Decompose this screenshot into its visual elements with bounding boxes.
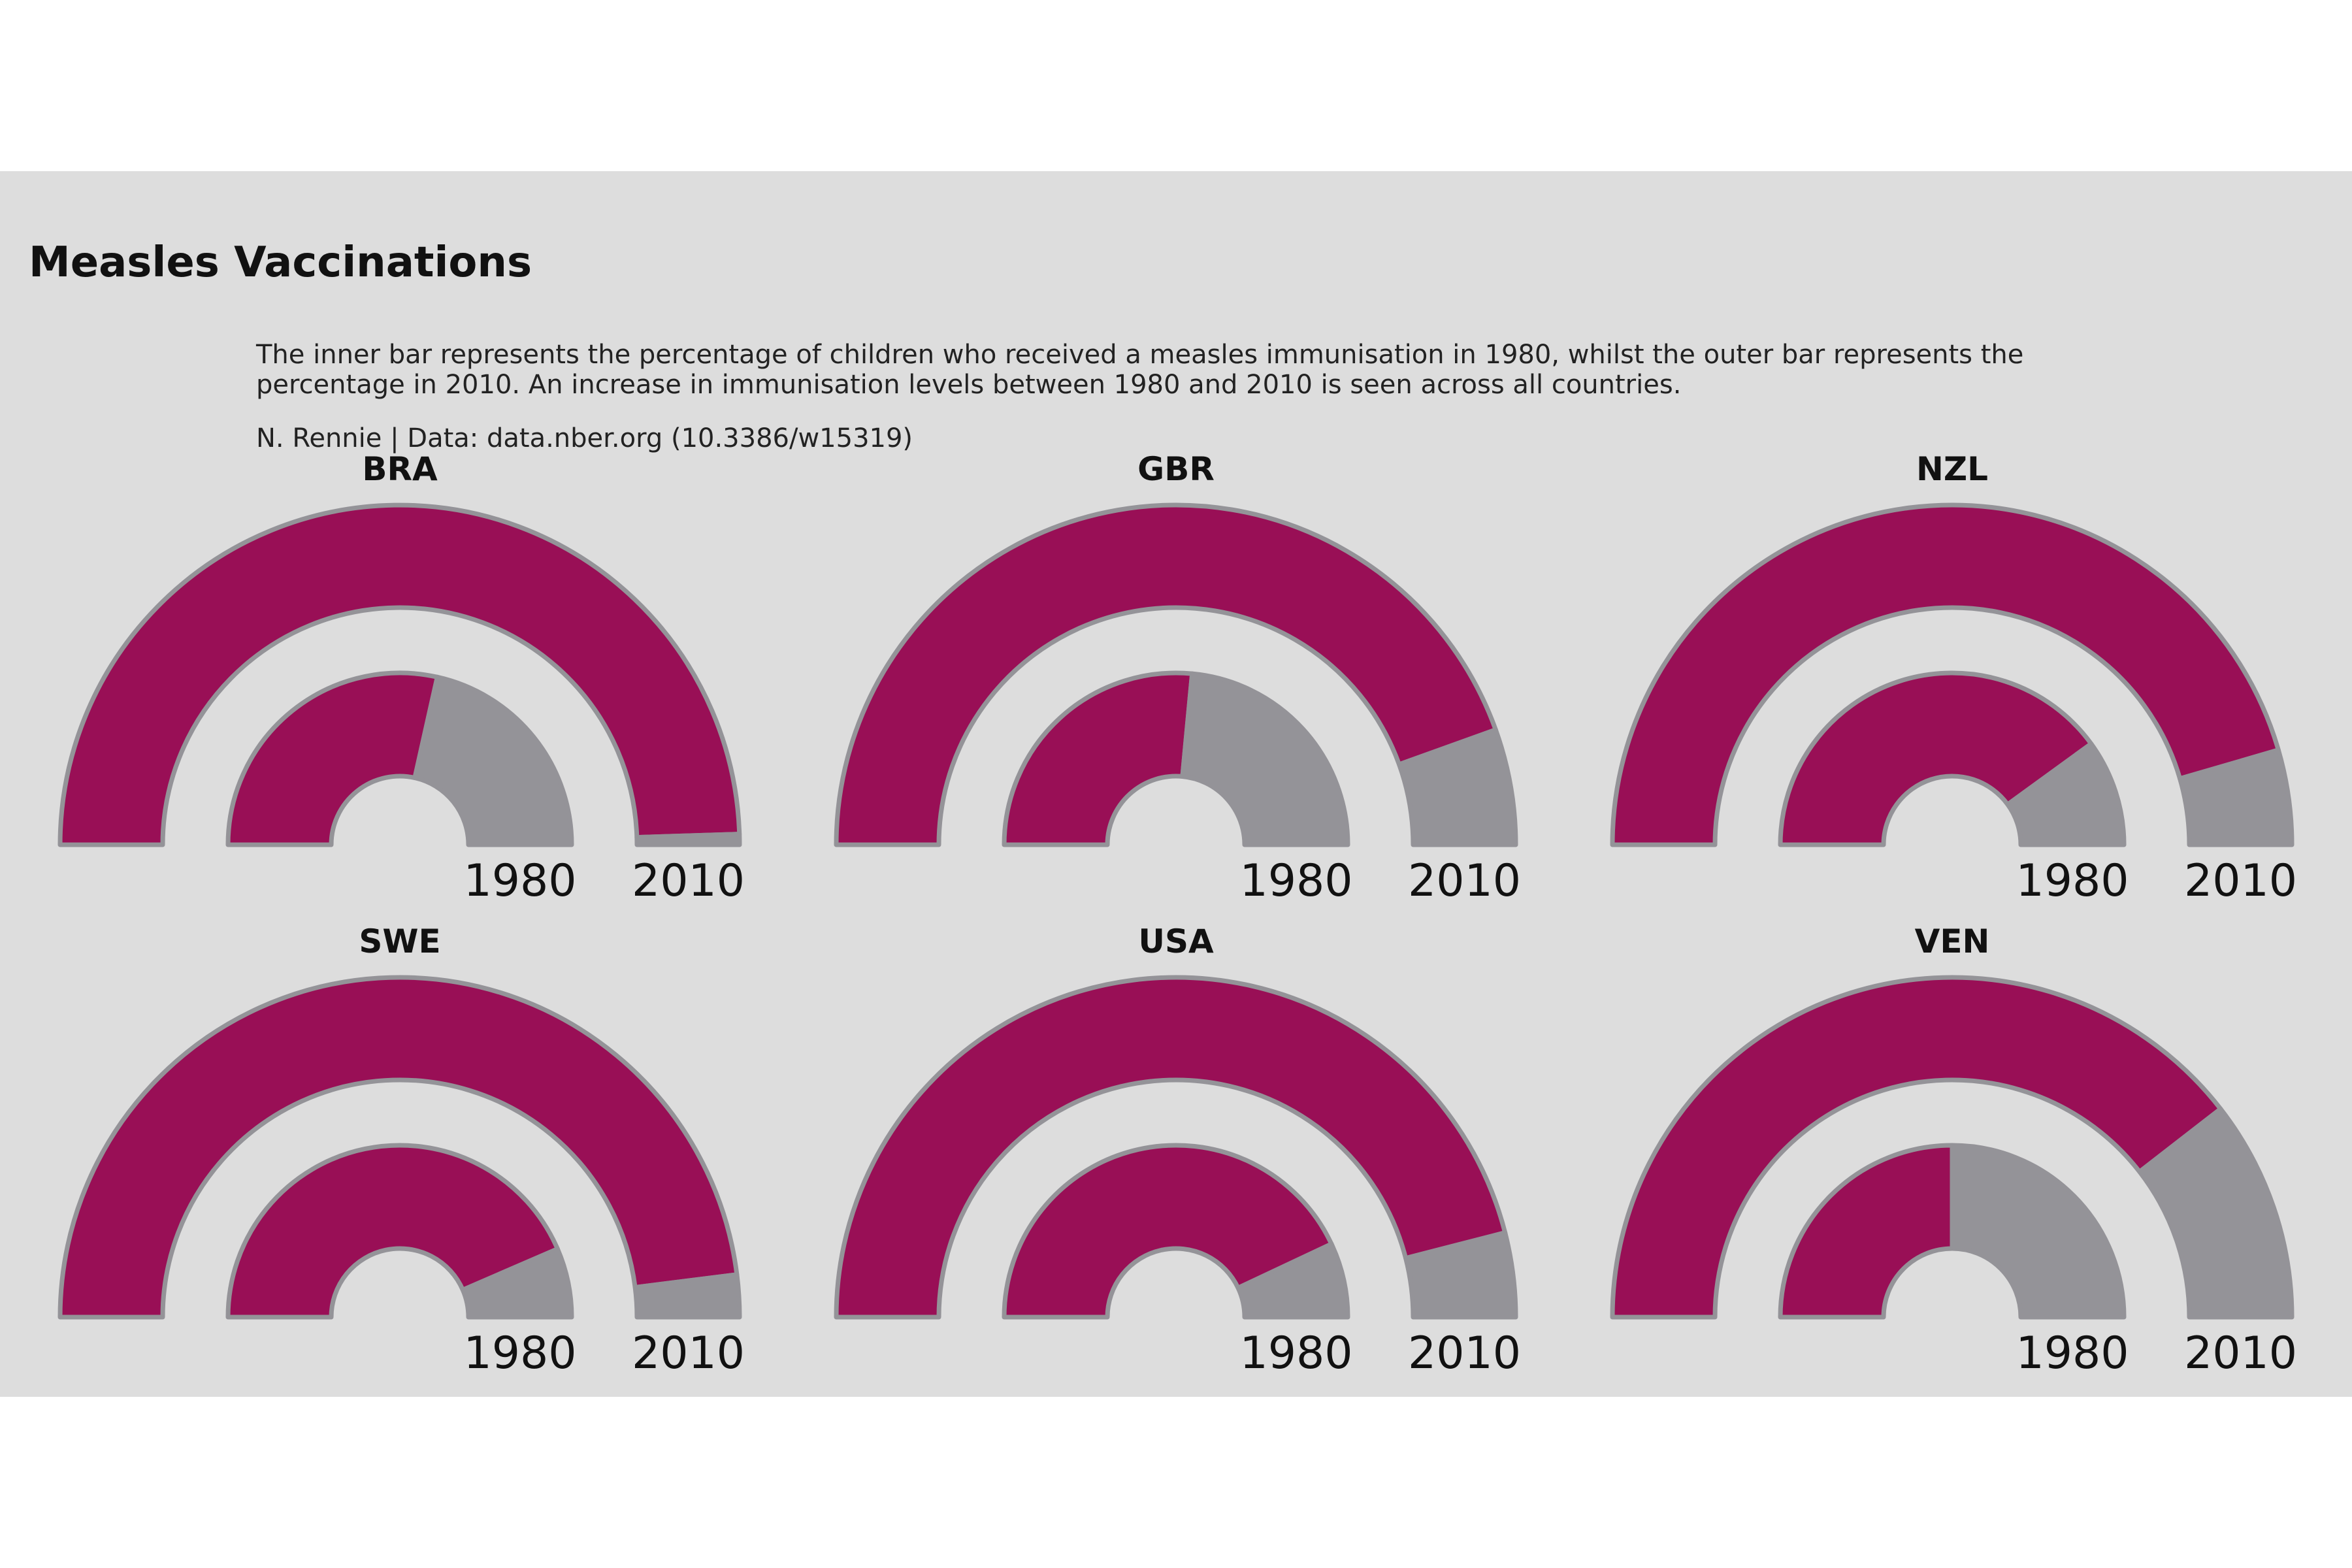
gauge-bra: BRA 1980 2010 bbox=[57, 450, 745, 907]
outer-bar-value-nzl bbox=[1610, 502, 2281, 847]
outer-bar-value-usa bbox=[834, 975, 1508, 1320]
inner-ring-label: 1980 bbox=[2016, 1328, 2129, 1379]
inner-bar-value-bra bbox=[225, 670, 440, 847]
inner-bar-value-nzl bbox=[1778, 670, 2094, 847]
outer-bar-value-bra bbox=[57, 502, 742, 847]
inner-bar-value-swe bbox=[225, 1143, 560, 1320]
inner-bar-remainder-gbr bbox=[1180, 671, 1350, 847]
outer-ring-label: 2010 bbox=[1408, 1328, 1521, 1379]
inner-bar-remainder-bra bbox=[412, 674, 574, 847]
outer-ring-label: 2010 bbox=[1408, 855, 1521, 907]
outer-bar-value-swe bbox=[57, 975, 740, 1320]
inner-ring-label: 1980 bbox=[1239, 1328, 1352, 1379]
inner-ring-label: 1980 bbox=[1239, 855, 1352, 907]
chart-caption: N. Rennie | Data: data.nber.org (10.3386… bbox=[256, 423, 913, 453]
panel-title: GBR bbox=[1137, 450, 1215, 488]
outer-bar-remainder-ven bbox=[2137, 1106, 2295, 1320]
inner-bar-value-ven bbox=[1778, 1143, 1955, 1320]
outer-ring-label: 2010 bbox=[632, 855, 745, 907]
outer-bar-remainder-nzl bbox=[2178, 747, 2295, 847]
chart-title: Measles Vaccinations bbox=[29, 238, 532, 287]
inner-bar-remainder-usa bbox=[1235, 1241, 1350, 1320]
gauge-swe: SWE 1980 2010 bbox=[57, 923, 745, 1379]
outer-ring-label: 2010 bbox=[632, 1328, 745, 1379]
inner-ring-label: 1980 bbox=[463, 855, 576, 907]
outer-bar-value-ven bbox=[1610, 975, 2223, 1320]
outer-ring-label: 2010 bbox=[2184, 855, 2297, 907]
inner-ring-label: 1980 bbox=[2016, 855, 2129, 907]
outer-bar-remainder-bra bbox=[634, 832, 742, 847]
panel-title: VEN bbox=[1915, 923, 1990, 960]
inner-bar-remainder-swe bbox=[460, 1247, 574, 1320]
inner-bar-remainder-nzl bbox=[2005, 741, 2127, 847]
gauge-ven: VEN 1980 2010 bbox=[1610, 923, 2297, 1379]
outer-bar-value-gbr bbox=[834, 502, 1498, 847]
gauge-nzl: NZL 1980 2010 bbox=[1610, 450, 2297, 907]
inner-bar-value-gbr bbox=[1002, 670, 1195, 847]
panel-title: USA bbox=[1138, 923, 1214, 960]
outer-bar-remainder-usa bbox=[1403, 1230, 1518, 1320]
outer-ring-label: 2010 bbox=[2184, 1328, 2297, 1379]
panel-title: BRA bbox=[362, 450, 438, 488]
inner-bar-remainder-ven bbox=[1950, 1143, 2127, 1320]
gauge-usa: USA 1980 2010 bbox=[834, 923, 1521, 1379]
outer-bar-remainder-swe bbox=[632, 1272, 742, 1320]
panel-title: NZL bbox=[1916, 450, 1988, 488]
gauge-gbr: GBR 1980 2010 bbox=[834, 450, 1521, 907]
chart-subtitle: The inner bar represents the percentage … bbox=[256, 340, 2024, 400]
inner-ring-label: 1980 bbox=[463, 1328, 576, 1379]
outer-bar-remainder-gbr bbox=[1397, 727, 1518, 847]
inner-bar-value-usa bbox=[1002, 1143, 1334, 1320]
panel-title: SWE bbox=[359, 923, 440, 960]
